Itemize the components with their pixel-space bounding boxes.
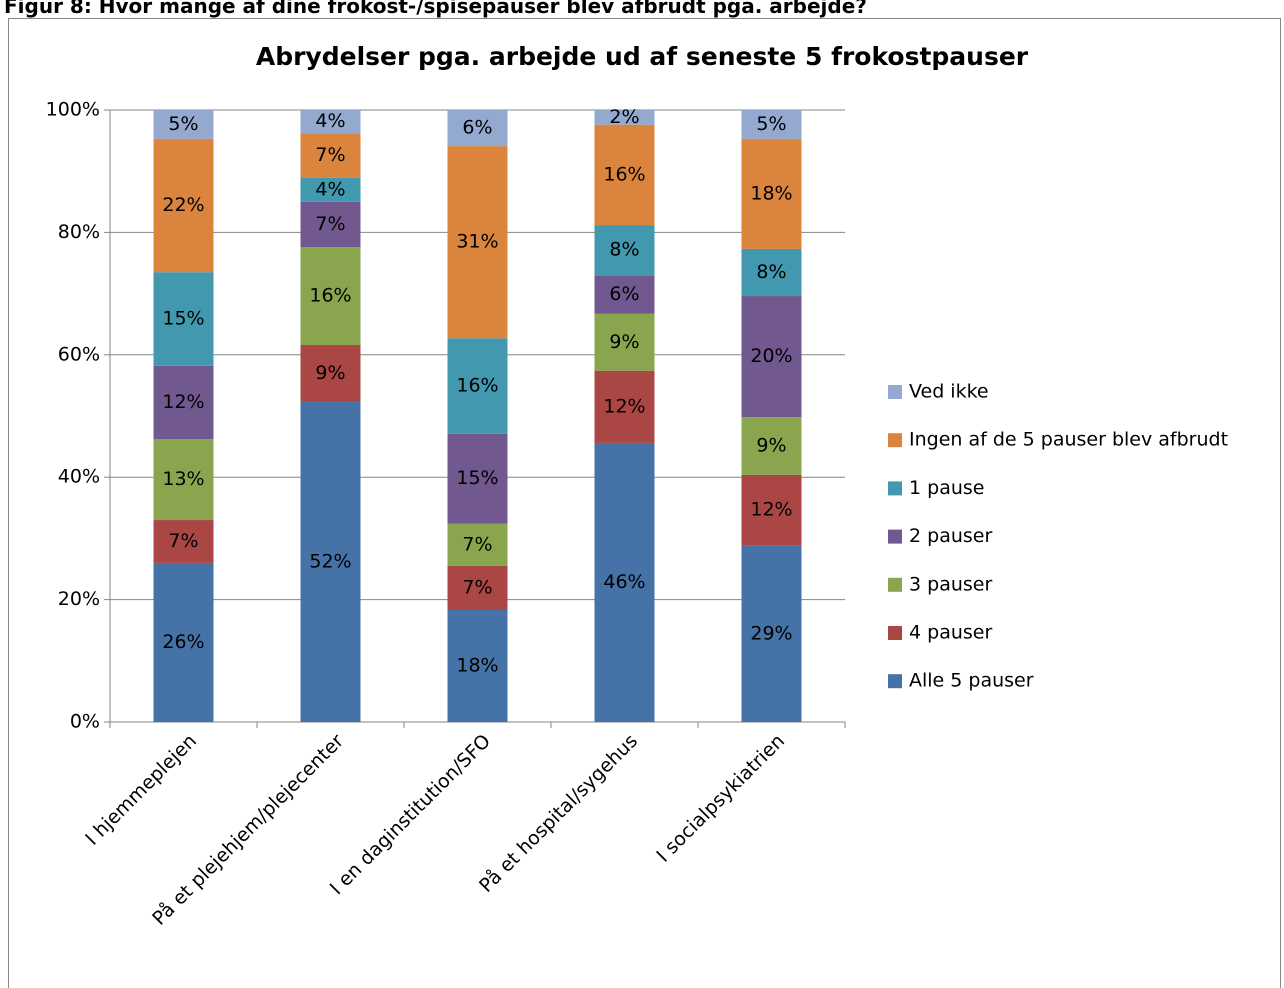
data-label: 7%: [315, 213, 345, 235]
bar-segment: [741, 545, 802, 722]
data-label: 16%: [456, 375, 498, 397]
data-label: 4%: [315, 110, 345, 132]
y-tick-label: 0%: [70, 711, 100, 733]
data-label: 4%: [315, 178, 345, 200]
bar-segment: [300, 133, 361, 178]
data-label: 9%: [756, 434, 786, 456]
legend-label: 3 pauser: [909, 573, 992, 595]
bar-segment: [741, 474, 802, 546]
bar-segment: [447, 433, 508, 524]
legend-swatch: [888, 529, 902, 544]
bar-segment: [594, 442, 655, 722]
data-label: 12%: [162, 391, 204, 413]
bar-segment: [594, 124, 655, 226]
bar-segment: [300, 345, 361, 402]
data-label: 7%: [315, 144, 345, 166]
bar-segment: [153, 110, 214, 139]
bar-segment: [153, 272, 214, 366]
data-label: 18%: [456, 655, 498, 677]
data-label: 15%: [162, 307, 204, 329]
bar-segment: [741, 138, 802, 249]
legend-label: Alle 5 pauser: [909, 670, 1034, 692]
data-label: 5%: [756, 113, 786, 135]
data-label: 9%: [609, 331, 639, 353]
legend-swatch: [888, 577, 902, 592]
bar-segment: [447, 110, 508, 147]
legend-label: Ingen af de 5 pauser blev afbrudt: [909, 429, 1228, 451]
data-label: 15%: [456, 467, 498, 489]
bar-segment: [153, 138, 214, 273]
y-tick-label: 80%: [58, 221, 100, 243]
bar-segment: [153, 562, 214, 722]
bar-segment: [447, 565, 508, 611]
bar-segment: [300, 110, 361, 134]
bar-segment: [594, 275, 655, 314]
x-tick-label: På et hospital/sygehus: [474, 729, 642, 897]
data-label: 7%: [462, 576, 492, 598]
bar-segment: [741, 417, 802, 475]
bar-segment: [300, 201, 361, 248]
y-tick-label: 100%: [46, 99, 100, 121]
data-label: 22%: [162, 194, 204, 216]
data-label: 8%: [756, 261, 786, 283]
data-label: 12%: [750, 499, 792, 521]
bar-segment: [300, 401, 361, 722]
bar-segment: [447, 338, 508, 434]
data-label: 31%: [456, 231, 498, 253]
y-tick-label: 20%: [58, 588, 100, 610]
chart-title: Abrydelser pga. arbejde ud af seneste 5 …: [256, 42, 1029, 71]
data-label: 29%: [750, 622, 792, 644]
bar-segment: [300, 247, 361, 346]
data-label: 26%: [162, 631, 204, 653]
data-label: 16%: [603, 163, 645, 185]
bar-segment: [153, 365, 214, 440]
bar-segment: [153, 439, 214, 521]
data-label: 8%: [609, 239, 639, 261]
bar-segment: [300, 177, 361, 202]
bar-segment: [447, 610, 508, 722]
legend-label: 2 pauser: [909, 525, 992, 547]
bar-segment: [741, 110, 802, 139]
figure-caption: Figur 8: Hvor mange af dine frokost-/spi…: [4, 0, 867, 18]
data-label: 6%: [609, 283, 639, 305]
data-label: 7%: [462, 533, 492, 555]
data-label: 6%: [462, 117, 492, 139]
bar-segment: [741, 296, 802, 418]
legend-swatch: [888, 385, 902, 399]
data-label: 2%: [609, 106, 639, 128]
x-tick-label: I en daginstitution/SFO: [326, 730, 495, 899]
bar-segment: [594, 225, 655, 276]
legend-swatch: [888, 674, 902, 689]
data-label: 52%: [309, 550, 351, 572]
data-label: 7%: [168, 530, 198, 552]
legend-label: Ved ikke: [909, 381, 989, 403]
legend-label: 4 pauser: [909, 622, 992, 644]
data-label: 13%: [162, 468, 204, 490]
legend-swatch: [888, 626, 902, 640]
legend-swatch: [888, 481, 902, 496]
bar-segment: [447, 523, 508, 566]
bar-segment: [594, 313, 655, 371]
y-tick-label: 60%: [58, 343, 100, 365]
data-label: 46%: [603, 571, 645, 593]
data-label: 9%: [315, 362, 345, 384]
bar-segment: [447, 146, 508, 339]
legend-swatch: [888, 433, 902, 448]
x-tick-label: I socialpsykiatrien: [652, 730, 789, 867]
data-label: 12%: [603, 395, 645, 417]
data-label: 5%: [168, 113, 198, 135]
bar-segment: [594, 370, 655, 443]
legend-label: 1 pause: [909, 477, 984, 499]
data-label: 20%: [750, 345, 792, 367]
data-label: 16%: [309, 285, 351, 307]
bar-segment: [741, 248, 802, 297]
y-tick-label: 40%: [58, 466, 100, 488]
chart-frame: [8, 18, 1281, 988]
x-tick-label: I hjemmeplejen: [81, 730, 201, 850]
bar-segment: [153, 520, 214, 563]
bar-segment: [594, 110, 655, 125]
data-label: 18%: [750, 182, 792, 204]
